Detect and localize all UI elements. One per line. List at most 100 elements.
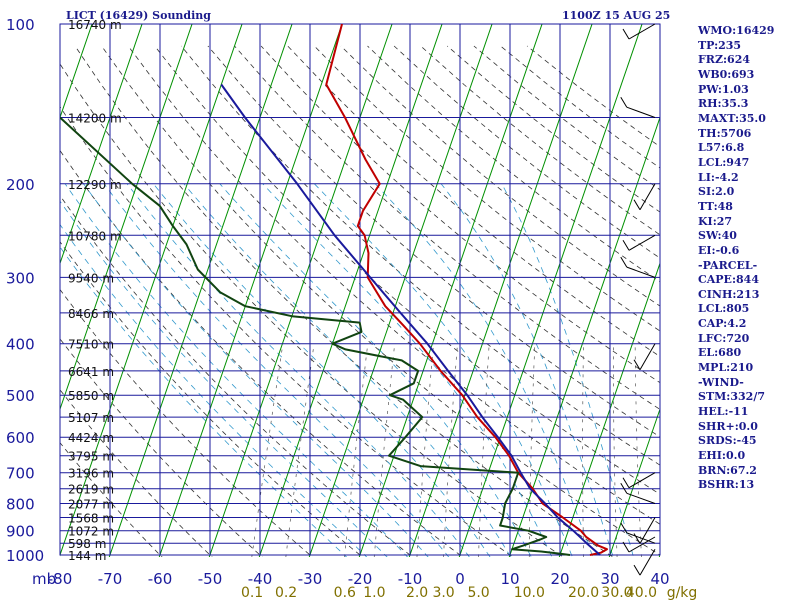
isotherm: [60, 24, 143, 265]
isotherm: [258, 24, 443, 557]
pressure-tick-label: 200: [6, 176, 35, 194]
wind-barb-flag: [620, 522, 628, 534]
mixing-ratio-label: 5.0: [467, 585, 489, 600]
isotherm: [0, 12, 46, 566]
wind-barb: [626, 532, 656, 544]
pressure-tick-label: 500: [6, 387, 35, 405]
height-label: 2619 m: [68, 483, 114, 497]
mixing-ratio-label: 30.0: [601, 585, 632, 600]
index-item: FRZ:624: [698, 53, 751, 67]
height-label: 16740 m: [68, 18, 122, 32]
temperature-tick-label: -60: [148, 570, 173, 588]
moist-adiabat: [83, 183, 429, 557]
wind-barb-flag: [633, 564, 641, 576]
temperature-tick-label: -50: [198, 570, 223, 588]
isotherm: [108, 24, 293, 557]
mixing-ratio-line: [634, 343, 642, 557]
pressure-tick-label: 900: [6, 523, 35, 541]
dry-adiabat: [393, 45, 660, 259]
index-item: WB0:693: [698, 67, 755, 81]
temperature-tick-label: 40: [650, 570, 669, 588]
height-label: 3795 m: [68, 450, 114, 464]
index-item: -WIND-: [698, 375, 744, 389]
wind-barb: [626, 492, 656, 504]
dry-adiabat: [101, 45, 660, 556]
index-item: CINH:213: [698, 287, 760, 301]
dry-adiabat: [314, 45, 660, 332]
temperature-tick-label: -10: [398, 570, 423, 588]
moist-adiabat: [126, 183, 470, 557]
isotherm: [608, 407, 660, 557]
mixing-ratio-label: 10.0: [514, 585, 545, 600]
pressure-tick-label: 700: [6, 465, 35, 483]
parcel-line: [220, 83, 601, 556]
wind-barb: [639, 343, 656, 370]
wind-barb: [628, 472, 656, 489]
valid-time: 1100Z 15 AUG 25: [562, 9, 671, 22]
index-item: BRN:67.2: [698, 463, 757, 477]
mixing-ratio-line: [344, 343, 369, 557]
moist-adiabat: [183, 183, 512, 557]
isotherm: [458, 24, 643, 557]
wind-barb-flag: [633, 533, 641, 544]
moist-adiabat: [375, 183, 594, 557]
dry-adiabat: [60, 194, 414, 557]
wind-barb: [626, 266, 656, 278]
height-label: 598 m: [68, 537, 106, 551]
index-item: SW:40: [698, 229, 737, 243]
wind-barb-flag: [622, 240, 630, 251]
index-item: BSHR:13: [698, 478, 755, 492]
height-label: 9540 m: [68, 271, 114, 285]
dry-adiabat: [60, 338, 263, 557]
wind-barb-flag: [620, 96, 628, 108]
index-item: EI:-0.6: [698, 243, 740, 257]
wind-barb-flag: [622, 541, 630, 553]
pressure-tick-label: 300: [6, 269, 35, 287]
index-item: TP:235: [698, 38, 742, 52]
mixing-ratio-unit: g/kg: [667, 585, 698, 600]
height-label: 10780 m: [68, 229, 122, 243]
pressure-tick-label: 1000: [6, 547, 44, 565]
pressure-tick-label: 400: [6, 336, 35, 354]
pressure-tick-label: 600: [6, 429, 35, 447]
pressure-tick-label: 100: [6, 16, 35, 34]
moist-adiabat: [314, 183, 573, 557]
index-item: TH:5706: [698, 126, 752, 140]
dry-adiabat: [154, 45, 660, 495]
moist-adiabat: [262, 183, 553, 557]
dry-adiabat: [207, 45, 660, 438]
isotherm: [358, 24, 543, 557]
temperature-tick-label: -20: [348, 570, 373, 588]
index-item: CAP:4.2: [698, 317, 747, 331]
index-list: WMO:16429 TP:235 FRZ:624 WB0:693 PW:1.03 RH:3…: [698, 24, 774, 493]
mixing-ratio-line: [613, 343, 618, 557]
pressure-tick-label: 800: [6, 496, 35, 514]
index-item: SRDS:-45: [698, 434, 757, 448]
height-label: 12290 m: [68, 178, 122, 192]
isotherm: [60, 24, 243, 557]
height-label: 5850 m: [68, 389, 114, 403]
index-item: SHR+:0.0: [698, 419, 758, 433]
index-item: TT:48: [698, 199, 733, 213]
dry-adiabat: [180, 45, 660, 466]
isotherm: [208, 24, 393, 557]
height-label: 6641 m: [68, 365, 114, 379]
dry-adiabat: [60, 288, 313, 557]
index-item: LI:-4.2: [698, 170, 739, 184]
dry-adiabat: [260, 45, 660, 384]
index-item: STM:332/7: [698, 390, 765, 404]
dry-adiabat: [60, 241, 364, 557]
height-label: 5107 m: [68, 411, 114, 425]
temperature-tick-label: -40: [248, 570, 273, 588]
mixing-ratio-label: 20.0: [568, 585, 599, 600]
height-label: 7510 m: [68, 338, 114, 352]
index-item: CAPE:844: [698, 273, 759, 287]
moist-adiabat: [60, 246, 348, 557]
index-item: PW:1.03: [698, 82, 749, 96]
axis-unit-label: mb: [32, 570, 56, 588]
mixing-ratio-label: 3.0: [432, 585, 454, 600]
moist-adiabat: [60, 200, 388, 557]
moist-adiabat: [219, 183, 532, 557]
isotherm: [60, 24, 193, 411]
